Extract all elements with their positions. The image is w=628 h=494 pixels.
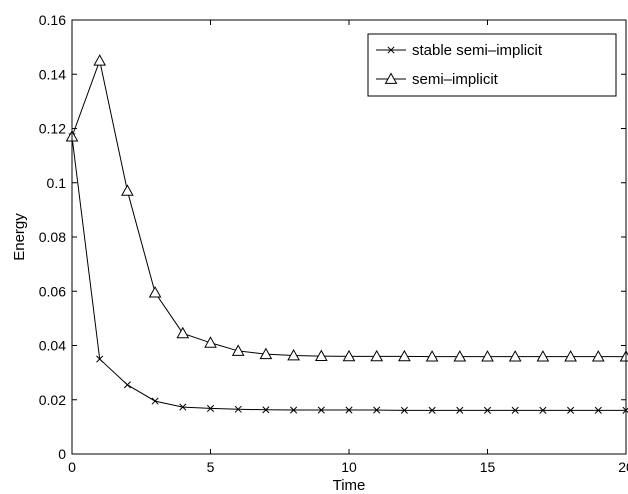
x-axis-label: Time <box>333 477 366 494</box>
y-tick-label: 0 <box>58 446 66 462</box>
data-point <box>204 336 217 348</box>
data-point <box>234 405 242 413</box>
data-point <box>481 350 494 362</box>
data-point <box>342 349 356 362</box>
legend: stable semi–implicit semi–implicit <box>367 33 617 97</box>
data-point <box>370 349 384 362</box>
data-point <box>314 349 328 361</box>
data-point <box>179 403 187 411</box>
data-point <box>287 349 300 361</box>
data-point <box>151 397 159 405</box>
data-point <box>425 350 439 362</box>
y-tick-label: 0.1 <box>47 175 67 191</box>
data-point <box>591 350 605 362</box>
y-tick-label: 0.06 <box>39 283 66 299</box>
data-point <box>148 286 162 298</box>
data-point <box>564 350 577 362</box>
data-point <box>456 406 464 414</box>
legend-marker <box>384 72 398 84</box>
data-point <box>231 344 245 356</box>
data-point <box>508 350 522 362</box>
data-point <box>262 406 270 414</box>
y-axis-label: Energy <box>11 213 28 261</box>
x-tick-label: 20 <box>618 459 628 475</box>
y-tick-label: 0.14 <box>39 66 66 82</box>
data-point <box>398 349 411 362</box>
ticks-layer: 0 5 10 15 20 0 0.02 0.04 0.06 0.08 0.1 0.12 0.14 0.16 <box>39 12 628 475</box>
data-point <box>428 406 436 414</box>
y-tick-label: 0.04 <box>39 338 66 354</box>
y-tick-label: 0.16 <box>39 12 66 28</box>
data-point <box>176 326 190 339</box>
data-point <box>539 406 547 414</box>
data-point <box>400 406 408 414</box>
legend-label: semi–implicit <box>412 71 499 88</box>
x-tick-label: 0 <box>68 459 76 475</box>
data-point <box>345 406 353 414</box>
data-point <box>96 355 104 363</box>
x-tick-label: 15 <box>480 459 496 475</box>
series-layer <box>65 54 628 414</box>
legend-label: stable semi–implicit <box>412 42 543 59</box>
y-tick-label: 0.08 <box>39 229 66 245</box>
data-point <box>511 406 519 414</box>
data-point <box>290 406 298 414</box>
y-tick-label: 0.02 <box>39 392 66 408</box>
data-point <box>206 404 215 412</box>
data-point <box>453 350 467 362</box>
legend-marker <box>387 46 395 54</box>
data-point <box>536 350 550 362</box>
x-tick-label: 10 <box>341 459 357 475</box>
x-tick-label: 5 <box>207 459 215 475</box>
data-point <box>121 184 134 196</box>
y-tick-label: 0.12 <box>39 121 66 137</box>
data-point <box>259 347 273 360</box>
data-point <box>483 406 492 414</box>
data-point <box>594 406 602 414</box>
data-point <box>373 406 381 414</box>
data-point <box>93 54 107 66</box>
data-point <box>317 406 325 414</box>
legend-box <box>367 33 617 97</box>
data-point <box>123 381 131 389</box>
data-point <box>567 406 575 414</box>
